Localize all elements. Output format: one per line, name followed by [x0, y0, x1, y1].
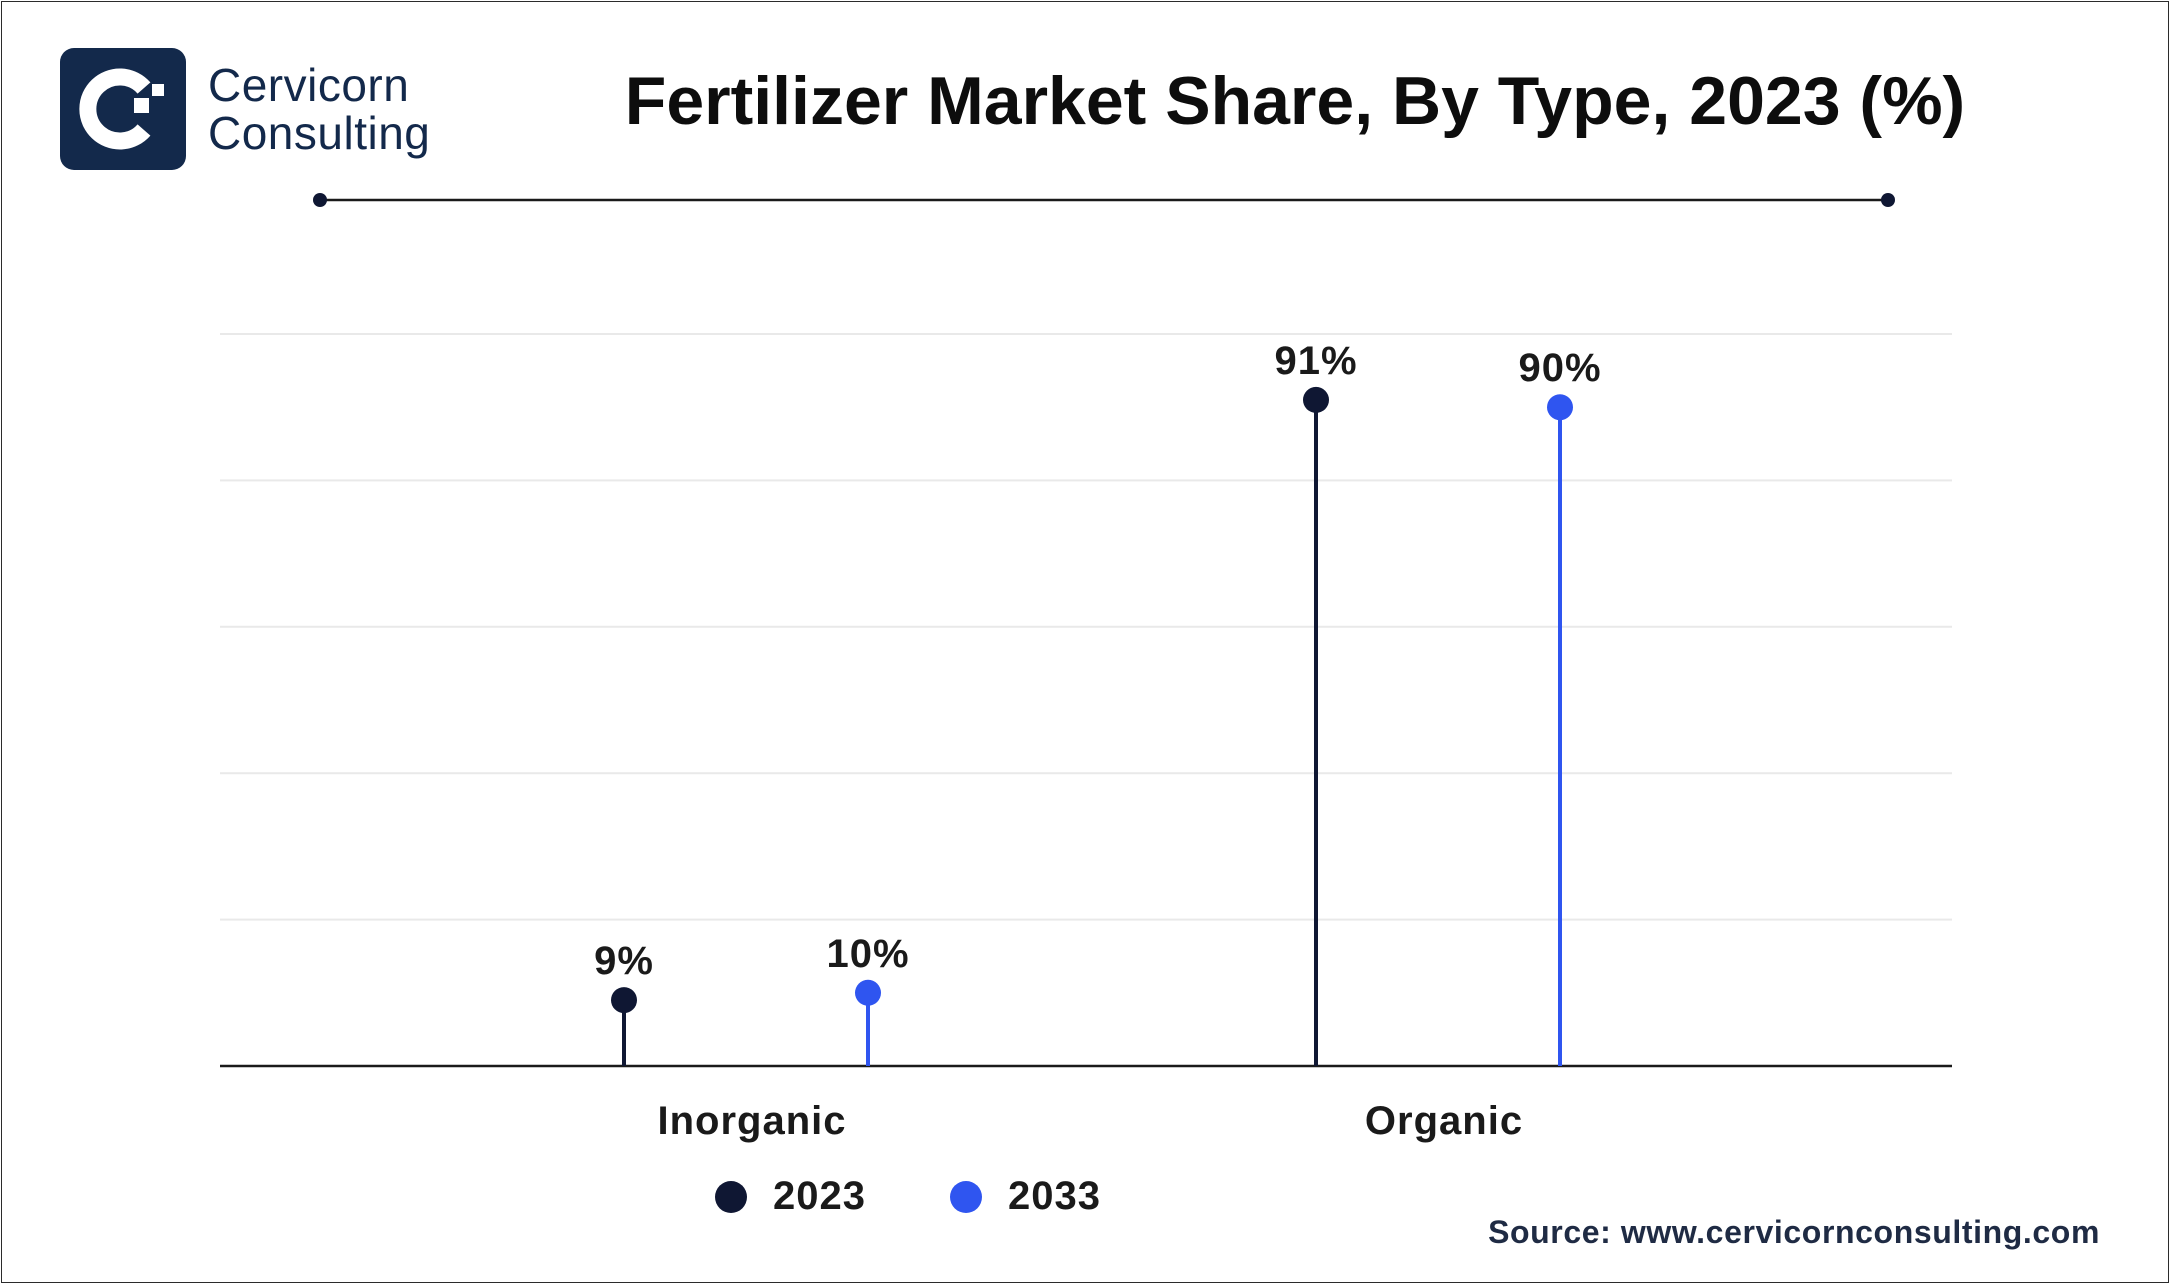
category-labels: Inorganic Organic	[657, 1099, 1523, 1143]
lollipop-inorganic-2033: 10%	[826, 932, 909, 1066]
lollipop-dot	[1303, 386, 1329, 413]
lollipop-dot	[611, 987, 637, 1014]
brand-name-line2: Consulting	[208, 107, 431, 159]
legend-dot-2033	[950, 1180, 982, 1213]
legend-item-2023: 2023	[715, 1174, 866, 1219]
grid-lines	[220, 333, 1952, 921]
lollipop-dot	[1547, 394, 1573, 421]
lollipop-inorganic-2023: 9%	[594, 939, 654, 1066]
data-label: 9%	[594, 939, 654, 983]
category-label-organic: Organic	[1365, 1099, 1523, 1143]
source-note: Source: www.cervicornconsulting.com	[1488, 1214, 2100, 1250]
data-label: 91%	[1274, 339, 1357, 383]
legend-label-2023: 2023	[773, 1174, 866, 1218]
data-label: 10%	[826, 932, 909, 976]
data-label: 90%	[1518, 346, 1601, 390]
lollipop-organic-2023: 91%	[1274, 339, 1357, 1066]
legend-dot-2023	[715, 1180, 748, 1213]
lollipop-dot	[855, 979, 881, 1006]
chart-marks: 9% 10% 91% 90%	[594, 339, 1601, 1066]
category-label-inorganic: Inorganic	[657, 1099, 846, 1143]
title-divider	[313, 193, 1895, 207]
cervicorn-logo-icon	[60, 48, 186, 170]
brand-name-line1: Cervicorn	[208, 58, 410, 111]
page-title: Fertilizer Market Share, By Type, 2023 (…	[624, 63, 1966, 139]
legend-label-2033: 2033	[1008, 1174, 1101, 1218]
legend-item-2033: 2033	[950, 1174, 1101, 1219]
brand-logo: Cervicorn Consulting	[60, 48, 430, 170]
lollipop-organic-2033: 90%	[1518, 346, 1601, 1066]
legend: 2023 2033	[0, 1174, 1994, 1219]
